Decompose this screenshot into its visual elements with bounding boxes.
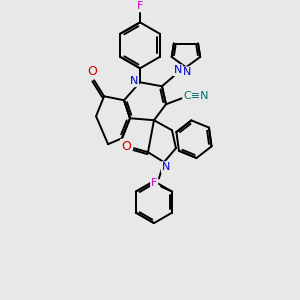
Text: F: F (151, 178, 158, 188)
Text: N: N (183, 67, 191, 77)
Text: C≡N: C≡N (183, 91, 209, 101)
Text: N: N (174, 65, 182, 75)
Text: F: F (137, 2, 143, 11)
Text: N: N (162, 162, 170, 172)
Text: O: O (87, 65, 97, 78)
Text: N: N (130, 76, 138, 86)
Text: O: O (121, 140, 131, 153)
